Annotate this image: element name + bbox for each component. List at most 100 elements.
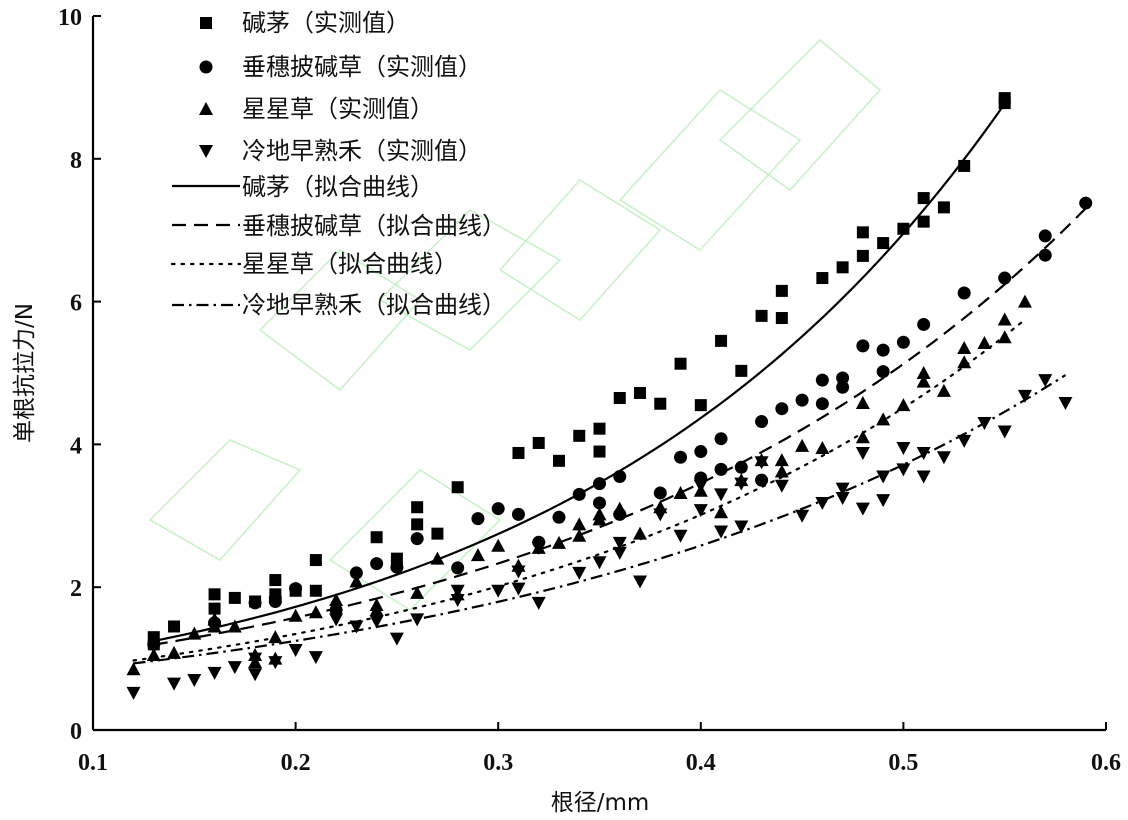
data-point-square bbox=[309, 554, 322, 567]
data-point-triangle-up bbox=[187, 626, 202, 640]
data-point-triangle-up bbox=[470, 548, 485, 562]
data-point-square bbox=[552, 454, 565, 467]
data-point-circle bbox=[876, 343, 890, 357]
legend-label-chuisui-measured: 垂穗披碱草（实测值） bbox=[242, 53, 482, 81]
data-point-triangle-down bbox=[369, 615, 384, 629]
data-point-triangle-up bbox=[714, 505, 729, 519]
data-point-triangle-down bbox=[977, 416, 992, 430]
legend: 碱茅（实测值） 垂穗披碱草（实测值） 星星草（实测值） 冷地早熟禾（实测值） 碱… bbox=[170, 9, 506, 319]
data-point-circle bbox=[734, 460, 748, 474]
x-axis-title: 根径/mm bbox=[551, 790, 650, 816]
data-point-triangle-up bbox=[936, 383, 951, 397]
data-point-triangle-down bbox=[389, 632, 404, 646]
data-point-square bbox=[937, 201, 950, 214]
watermark bbox=[148, 38, 882, 612]
data-point-circle bbox=[815, 373, 829, 387]
data-point-square bbox=[715, 334, 728, 347]
data-point-triangle-up bbox=[329, 593, 344, 607]
x-tick-label: 0.6 bbox=[1091, 750, 1121, 776]
data-point-triangle-down bbox=[410, 613, 425, 627]
data-point-triangle-up bbox=[369, 603, 384, 617]
data-point-triangle-down bbox=[491, 584, 506, 598]
data-point-circle bbox=[896, 335, 910, 349]
data-point-triangle-down bbox=[754, 456, 769, 470]
y-tick-label: 4 bbox=[70, 433, 82, 459]
data-point-triangle-up bbox=[308, 605, 323, 619]
data-point-square bbox=[958, 159, 971, 172]
data-point-triangle-up bbox=[957, 341, 972, 355]
legend-label-chuisui-fit: 垂穗披碱草（拟合曲线） bbox=[242, 212, 506, 240]
data-point-triangle-up bbox=[551, 535, 566, 549]
data-point-triangle-down bbox=[288, 644, 303, 658]
data-point-circle bbox=[613, 470, 627, 484]
data-point-triangle-down bbox=[248, 652, 263, 666]
data-point-square bbox=[228, 591, 241, 604]
tick-labels: 0.1 0.2 0.3 0.4 0.5 0.6 0 2 4 6 8 10 bbox=[58, 5, 1121, 776]
data-point-circle bbox=[836, 371, 850, 385]
data-point-circle bbox=[694, 445, 708, 459]
data-point-square bbox=[370, 531, 383, 544]
data-point-square bbox=[856, 226, 869, 239]
data-point-circle bbox=[755, 473, 769, 487]
data-point-square bbox=[694, 399, 707, 412]
data-point-circle bbox=[248, 596, 262, 610]
data-point-triangle-up bbox=[855, 395, 870, 409]
y-tick-label: 8 bbox=[70, 148, 82, 174]
x-tick-label: 0.4 bbox=[686, 750, 716, 776]
data-point-square bbox=[208, 588, 221, 601]
data-point-circle bbox=[653, 486, 667, 500]
data-point-circle bbox=[390, 560, 404, 574]
data-point-triangle-up bbox=[167, 645, 182, 659]
legend-marker-circle bbox=[199, 60, 213, 74]
data-point-square bbox=[411, 501, 424, 514]
data-point-triangle-down bbox=[511, 565, 526, 579]
legend-label-jianmao-fit: 碱茅（拟合曲线） bbox=[242, 173, 434, 201]
data-point-square bbox=[573, 429, 586, 442]
legend-label-xingxing-measured: 星星草（实测值） bbox=[242, 95, 434, 123]
data-point-triangle-down bbox=[511, 582, 526, 596]
data-point-square bbox=[856, 249, 869, 262]
data-point-circle bbox=[815, 397, 829, 411]
legend-symbols bbox=[170, 17, 242, 307]
data-point-triangle-down bbox=[612, 536, 627, 550]
data-point-square bbox=[593, 422, 606, 435]
data-point-circle bbox=[451, 561, 465, 575]
data-point-triangle-down bbox=[774, 479, 789, 493]
data-point-square bbox=[208, 602, 221, 615]
data-point-circle bbox=[329, 603, 343, 617]
data-point-triangle-down bbox=[734, 477, 749, 491]
data-point-triangle-down bbox=[592, 556, 607, 570]
data-point-circle bbox=[552, 510, 566, 524]
data-point-triangle-up bbox=[916, 374, 931, 388]
data-point-square bbox=[634, 386, 647, 399]
data-point-triangle-down bbox=[308, 651, 323, 665]
data-point-square bbox=[309, 584, 322, 597]
data-point-square bbox=[735, 364, 748, 377]
data-point-triangle-up bbox=[612, 501, 627, 515]
data-point-triangle-down bbox=[633, 575, 648, 589]
data-point-triangle-down bbox=[1017, 389, 1032, 403]
data-point-square bbox=[168, 620, 181, 633]
data-point-triangle-down bbox=[450, 584, 465, 598]
data-point-circle bbox=[1038, 229, 1052, 243]
data-point-circle bbox=[349, 566, 363, 580]
data-point-triangle-down bbox=[714, 488, 729, 502]
data-point-triangle-down bbox=[835, 482, 850, 496]
data-point-triangle-up bbox=[207, 619, 222, 633]
legend-label-lengdi-measured: 冷地早熟禾（实测值） bbox=[242, 137, 482, 165]
data-point-triangle-up bbox=[146, 648, 161, 662]
data-point-triangle-down bbox=[653, 508, 668, 522]
data-point-circle bbox=[147, 637, 161, 651]
data-point-circle bbox=[755, 415, 769, 429]
data-point-triangle-up bbox=[430, 551, 445, 565]
data-point-triangle-up bbox=[815, 440, 830, 454]
data-point-square bbox=[816, 272, 829, 285]
y-tick-label: 2 bbox=[70, 576, 82, 602]
legend-label-xingxing-fit: 星星草（拟合曲线） bbox=[242, 250, 458, 278]
data-point-triangle-up bbox=[207, 612, 222, 626]
data-point-triangle-down bbox=[187, 674, 202, 688]
data-point-triangle-down bbox=[896, 463, 911, 477]
data-point-triangle-up bbox=[227, 619, 242, 633]
fit-curve-5 bbox=[153, 207, 1087, 646]
